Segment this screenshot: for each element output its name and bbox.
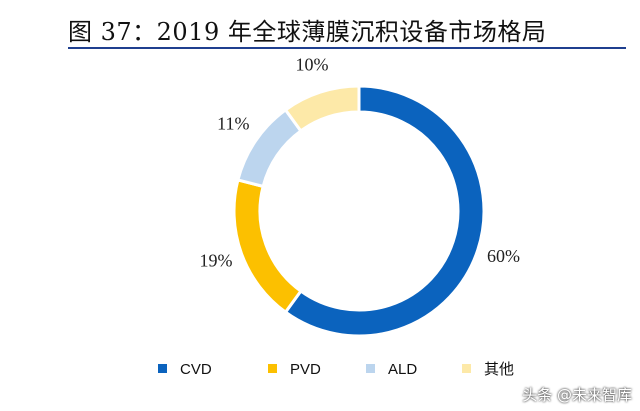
slice-PVD (232, 178, 303, 315)
legend-label: PVD (290, 361, 321, 378)
data-label-CVD: 60% (487, 246, 520, 266)
chart-title: 图 37：2019 年全球薄膜沉积设备市场格局 (68, 18, 547, 46)
data-label-其他: 10% (296, 55, 329, 75)
slice-CVD (283, 84, 486, 338)
slice-labels: 60% 19% 11% 10% (199, 55, 520, 271)
data-label-ALD: 11% (217, 114, 249, 134)
title-bar: 图 37：2019 年全球薄膜沉积设备市场格局 (0, 0, 640, 50)
legend-label: 其他 (484, 361, 514, 378)
donut-slices (232, 84, 486, 338)
legend: CVD PVD ALD 其他 (158, 361, 514, 378)
legend-item-其他: 其他 (462, 361, 514, 378)
legend-swatch (462, 364, 471, 373)
slice-其他 (283, 84, 361, 134)
legend-label: CVD (180, 361, 212, 378)
watermark: 头条 @未来智库 (522, 386, 632, 404)
title-underline (68, 47, 626, 49)
legend-item-PVD: PVD (268, 361, 321, 378)
data-label-PVD: 19% (199, 251, 232, 271)
legend-item-CVD: CVD (158, 361, 212, 378)
legend-label: ALD (388, 361, 417, 378)
legend-swatch (366, 364, 375, 373)
legend-swatch (158, 364, 167, 373)
legend-swatch (268, 364, 277, 373)
legend-item-ALD: ALD (366, 361, 417, 378)
